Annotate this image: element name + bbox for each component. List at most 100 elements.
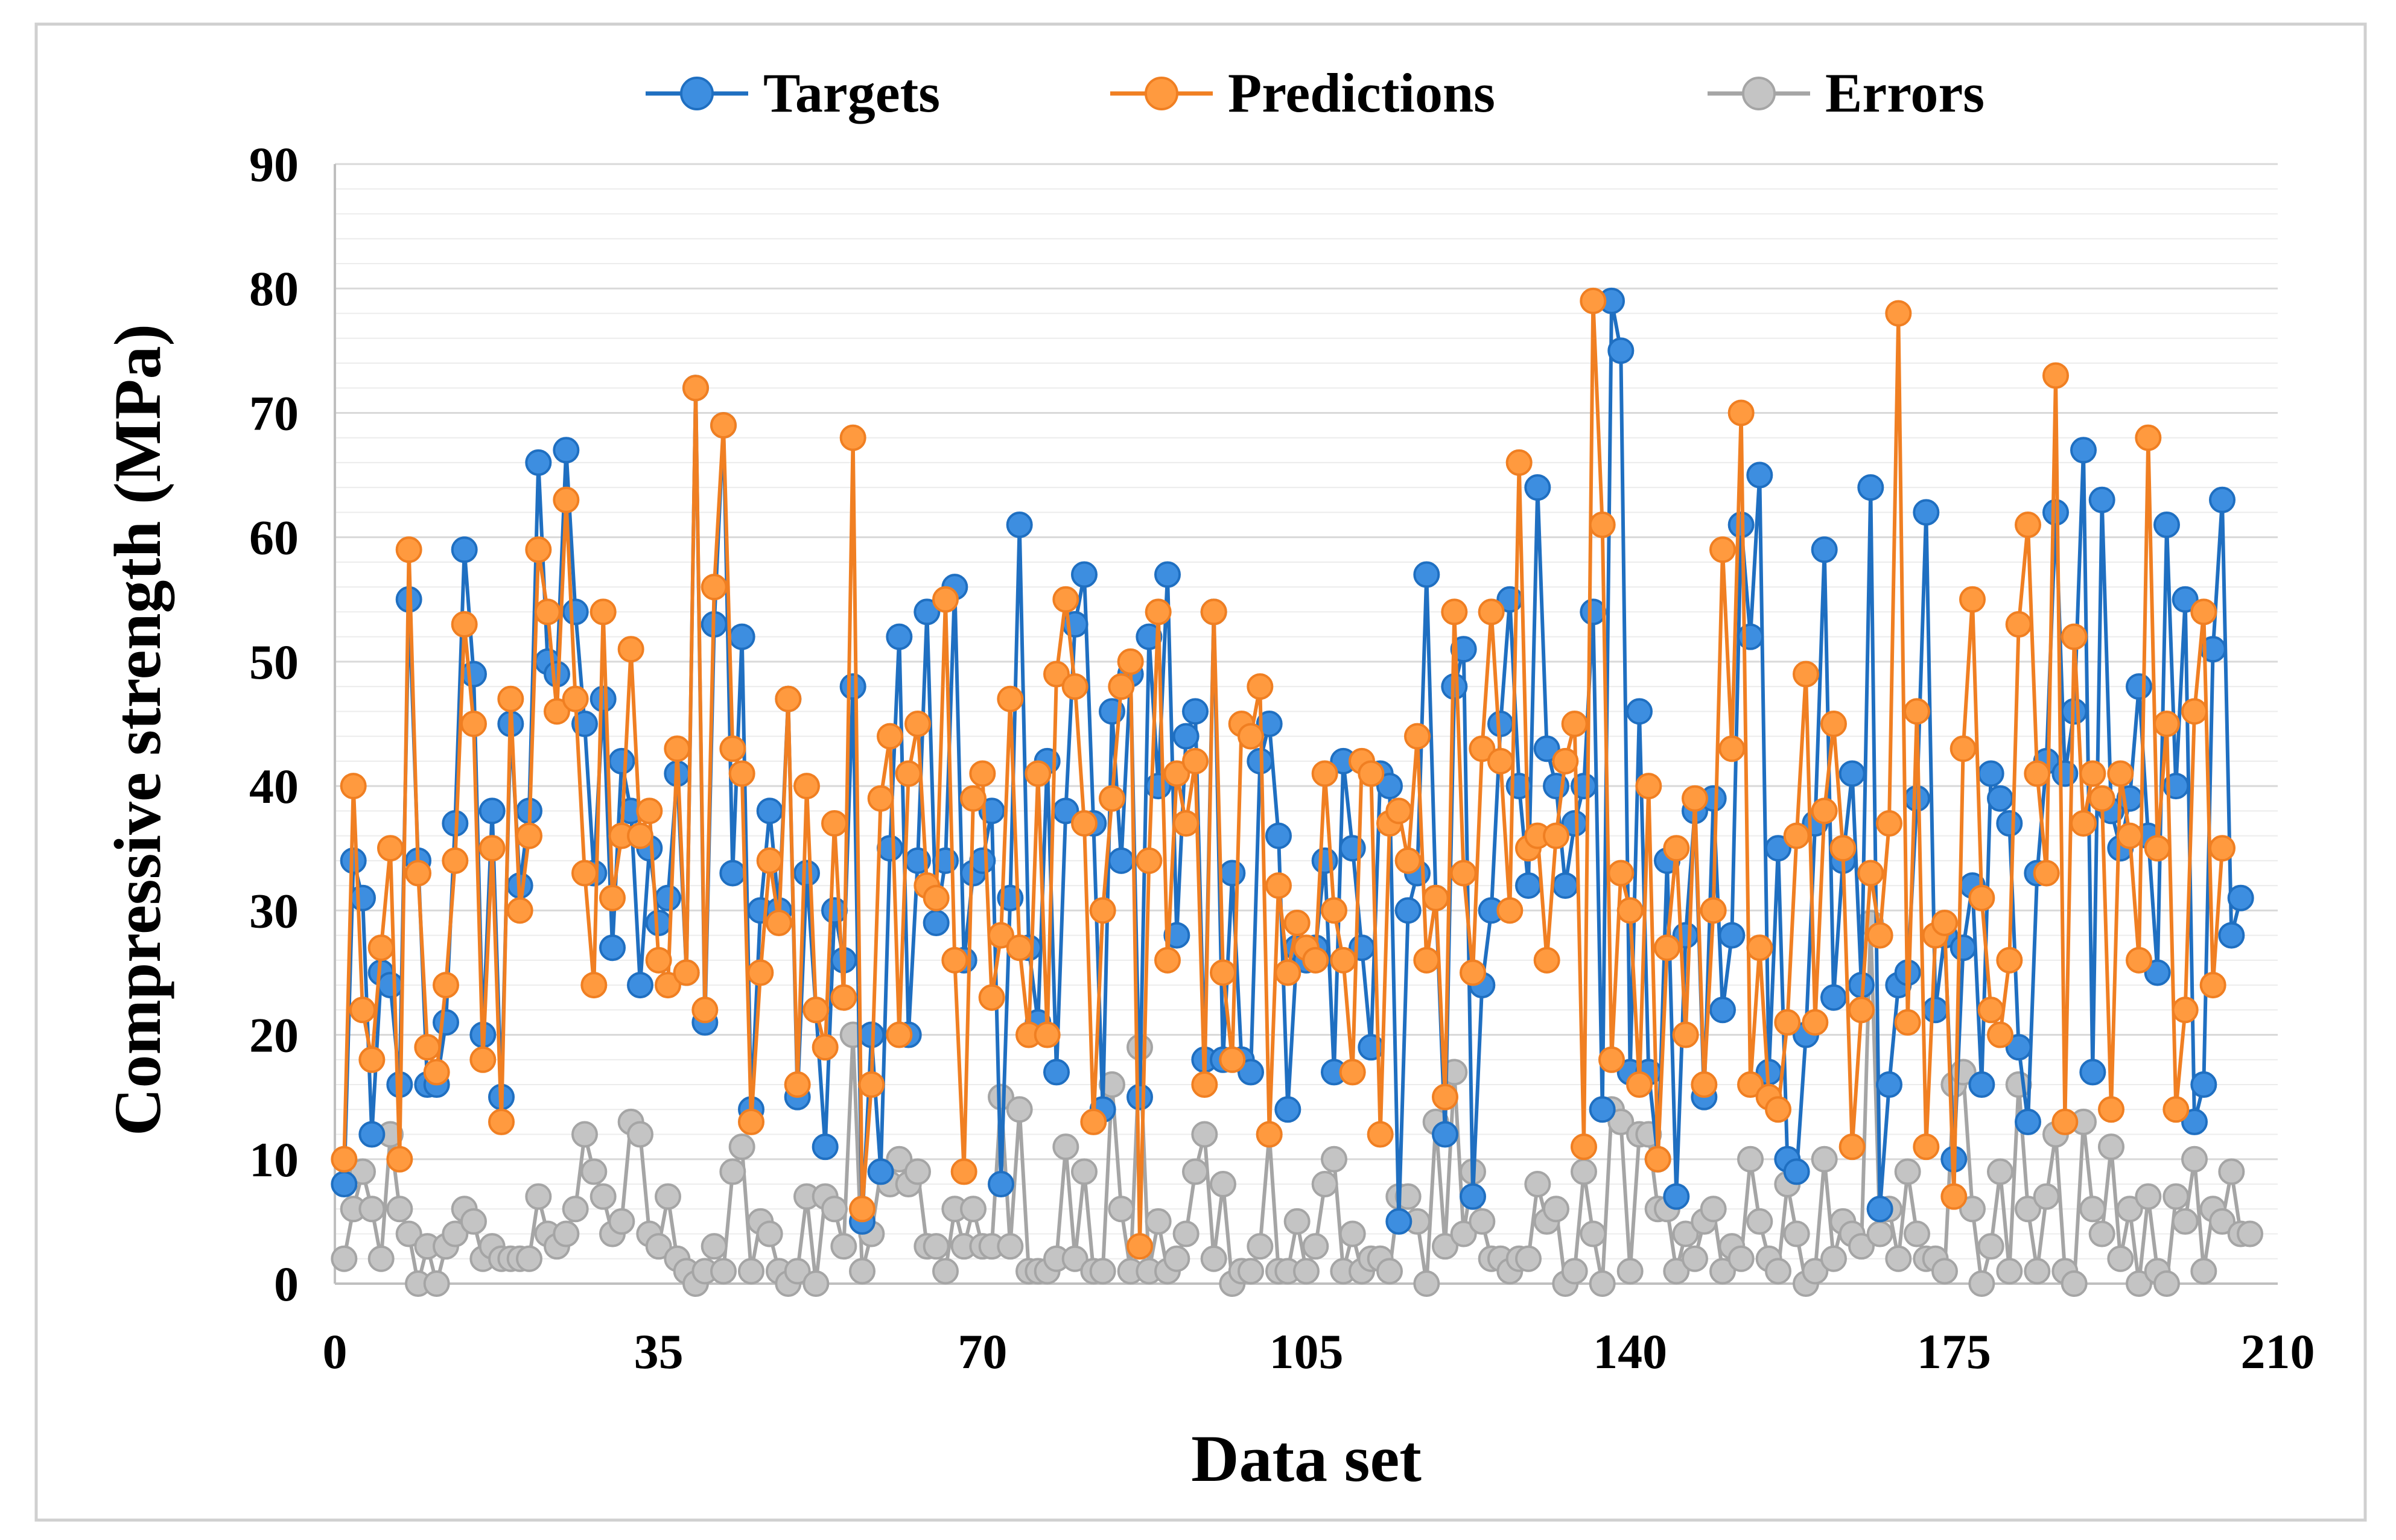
targets-point — [1127, 1083, 1153, 1111]
targets-point — [886, 623, 913, 650]
predictions-point — [1154, 946, 1181, 974]
targets-point — [1607, 337, 1635, 364]
errors-point — [1894, 1158, 1921, 1185]
predictions-point — [1025, 760, 1052, 787]
targets-point — [1987, 785, 2013, 812]
targets-point — [1838, 760, 1866, 787]
errors-point — [571, 1121, 598, 1148]
x-tick-label: 0 — [323, 1324, 348, 1379]
errors-point — [1524, 1171, 1551, 1198]
predictions-point — [960, 785, 987, 812]
predictions-point — [1940, 1183, 1968, 1210]
legend-label-errors: Errors — [1825, 62, 1984, 124]
errors-point — [738, 1258, 764, 1285]
errors-point — [802, 1270, 830, 1297]
predictions-point — [1848, 997, 1875, 1024]
predictions-point — [1885, 300, 1912, 327]
predictions-point — [1034, 1021, 1061, 1048]
legend-label-targets: Targets — [763, 62, 940, 124]
predictions-point — [460, 711, 487, 737]
predictions-point — [1829, 835, 1857, 862]
legend-item-targets[interactable]: Targets — [646, 62, 940, 124]
targets-point — [1071, 561, 1098, 588]
predictions-point — [1635, 773, 1662, 800]
errors-point — [960, 1196, 987, 1223]
predictions-point — [1238, 723, 1264, 750]
predictions-point — [1302, 946, 1329, 974]
targets-point — [1996, 810, 2023, 837]
errors-point — [2181, 1145, 2208, 1173]
targets-point — [1876, 1071, 1902, 1098]
targets-point — [988, 1171, 1014, 1198]
predictions-point — [1811, 797, 1838, 825]
errors-point — [580, 1158, 608, 1185]
errors-point — [1968, 1270, 1995, 1297]
targets-point — [2088, 486, 2115, 513]
legend[interactable]: Targets Predictions Errors — [646, 62, 1984, 124]
errors-point — [1607, 1108, 1635, 1135]
targets-point — [2153, 512, 2180, 539]
predictions-point — [1968, 884, 1995, 911]
errors-point — [1580, 1220, 1607, 1247]
predictions-point — [978, 984, 1005, 1011]
errors-point — [1394, 1183, 1422, 1210]
errors-point — [1293, 1258, 1320, 1285]
errors-point — [2079, 1196, 2106, 1223]
errors-point — [2153, 1270, 2180, 1297]
targets-point — [1820, 984, 1847, 1011]
targets-point — [553, 437, 580, 464]
targets-point — [1950, 934, 1977, 962]
predictions-point — [1783, 822, 1810, 849]
predictions-point — [867, 785, 894, 812]
predictions-point — [849, 1196, 875, 1223]
errors-point — [2015, 1196, 2041, 1223]
predictions-point — [423, 1059, 450, 1086]
predictions-point — [1071, 810, 1098, 837]
legend-item-errors[interactable]: Errors — [1708, 62, 1984, 124]
targets-point — [331, 1171, 358, 1198]
predictions-point — [2024, 760, 2051, 787]
predictions-point — [1330, 946, 1357, 974]
errors-point — [1061, 1245, 1088, 1272]
targets-point — [478, 797, 506, 825]
targets-point — [1765, 835, 1791, 862]
predictions-point — [728, 760, 755, 787]
targets-point — [433, 1009, 459, 1036]
predictions-point — [1163, 760, 1190, 787]
predictions-point — [599, 884, 626, 911]
errors-point — [1432, 1233, 1458, 1260]
predictions-point — [645, 946, 672, 974]
errors-point — [627, 1121, 653, 1148]
errors-point — [756, 1220, 783, 1247]
x-axis-title: Data set — [1191, 1422, 1422, 1495]
targets-point — [1432, 1121, 1458, 1148]
errors-point — [2190, 1258, 2217, 1285]
predictions-point — [1765, 1096, 1791, 1123]
x-tick-label: 140 — [1593, 1324, 1667, 1379]
targets-point — [1413, 561, 1440, 588]
predictions-point — [2033, 860, 2060, 887]
y-tick-labels: 0 10 20 30 40 50 60 70 80 90 — [249, 137, 299, 1311]
targets-point — [2190, 1071, 2217, 1098]
legend-item-predictions[interactable]: Predictions — [1110, 62, 1495, 124]
predictions-point — [923, 884, 950, 911]
errors-point — [460, 1208, 487, 1235]
errors-point — [1811, 1145, 1838, 1173]
predictions-point — [1247, 673, 1274, 700]
errors-point — [1959, 1196, 1986, 1223]
y-tick-label: 50 — [249, 635, 299, 689]
errors-point — [849, 1258, 875, 1285]
predictions-point — [1931, 909, 1958, 936]
targets-point — [1968, 1071, 1995, 1098]
legend-marker-errors — [1742, 77, 1776, 110]
predictions-point — [932, 586, 959, 613]
predictions-point — [1913, 1133, 1940, 1161]
errors-point — [589, 1183, 617, 1210]
targets-point — [839, 673, 866, 700]
y-tick-label: 80 — [249, 261, 299, 316]
errors-point — [1238, 1258, 1264, 1285]
predictions-point — [1616, 897, 1644, 924]
predictions-point — [534, 598, 561, 626]
